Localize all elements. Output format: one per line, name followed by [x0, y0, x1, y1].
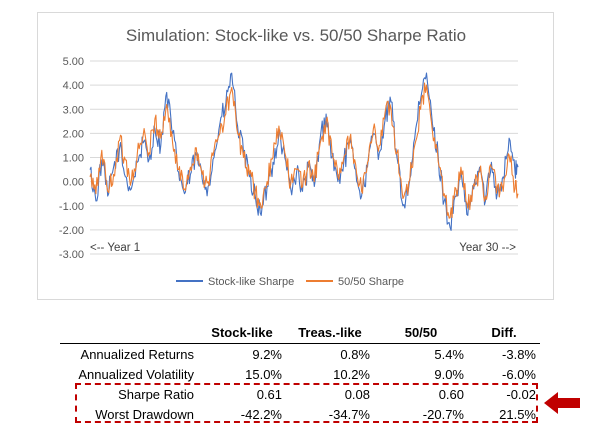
annotation-year-30: Year 30 --> [459, 242, 516, 254]
y-tick-label: 0.00 [63, 177, 84, 189]
table-cell: 0.08 [344, 386, 370, 402]
series-line-stock-like [89, 72, 519, 231]
table-cell: 5.4% [434, 346, 464, 362]
row-label: Worst Drawdown [95, 406, 194, 422]
header-diff: Diff. [468, 322, 540, 344]
table-cell: -0.02 [506, 386, 536, 402]
row-label: Sharpe Ratio [118, 386, 194, 402]
series-lines [89, 72, 519, 231]
table-row: Sharpe Ratio 0.61 0.08 0.60 -0.02 [60, 384, 540, 404]
table-cell: 21.5% [499, 406, 536, 422]
y-tick-label: 1.00 [63, 153, 84, 165]
highlight-box [75, 383, 538, 423]
table-cell: 10.2% [333, 366, 370, 382]
table-header-row: Stock-like Treas.-like 50/50 Diff. [60, 322, 540, 344]
table-row: Annualized Volatility 15.0% 10.2% 9.0% -… [60, 364, 540, 384]
header-stock-like: Stock-like [198, 322, 286, 344]
header-empty [60, 322, 198, 344]
gridlines [90, 60, 518, 255]
row-label: Annualized Returns [80, 346, 194, 362]
y-tick-label: 2.00 [63, 128, 84, 140]
header-treas-like: Treas.-like [286, 322, 374, 344]
table-cell: 0.60 [438, 386, 464, 402]
arrow-left-icon [544, 392, 580, 414]
chart-legend: Stock-like Sharpe 50/50 Sharpe [176, 276, 404, 288]
y-tick-label: 3.00 [63, 104, 84, 116]
y-tick-label: 5.00 [63, 56, 84, 68]
y-tick-label: -3.00 [59, 249, 84, 261]
table-cell: 9.2% [252, 346, 282, 362]
table-row: Worst Drawdown -42.2% -34.7% -20.7% 21.5… [60, 404, 540, 424]
y-tick-label: 4.00 [63, 80, 84, 92]
legend-label-stock: Stock-like Sharpe [208, 276, 294, 288]
header-fifty-fifty: 50/50 [374, 322, 468, 344]
y-axis-ticks: 5.00 4.00 3.00 2.00 1.00 0.00 -1.00 -2.00 -3.00 [59, 56, 84, 261]
table-cell: -6.0% [502, 366, 536, 382]
chart-title: Simulation: Stock-like vs. 50/50 Sharpe … [126, 26, 466, 45]
y-tick-label: -1.00 [59, 201, 84, 213]
y-tick-label: -2.00 [59, 225, 84, 237]
legend-label-fifty: 50/50 Sharpe [338, 276, 404, 288]
table-cell: 9.0% [434, 366, 464, 382]
table-cell: 15.0% [245, 366, 282, 382]
table-cell: 0.61 [256, 386, 282, 402]
table-row: Annualized Returns 9.2% 0.8% 5.4% -3.8% [60, 344, 540, 365]
table-cell: -20.7% [422, 406, 464, 422]
stats-table: Stock-like Treas.-like 50/50 Diff. Annua… [60, 322, 540, 424]
table-cell: -42.2% [240, 406, 282, 422]
table-cell: 0.8% [340, 346, 370, 362]
table-cell: -34.7% [328, 406, 370, 422]
row-label: Annualized Volatility [78, 366, 194, 382]
series-line-fifty-fifty [89, 82, 519, 219]
chart-container: Simulation: Stock-like vs. 50/50 Sharpe … [37, 12, 554, 300]
sharpe-ratio-chart: Simulation: Stock-like vs. 50/50 Sharpe … [59, 26, 519, 288]
table-cell: -3.8% [502, 346, 536, 362]
annotation-year-1: <-- Year 1 [90, 242, 140, 254]
